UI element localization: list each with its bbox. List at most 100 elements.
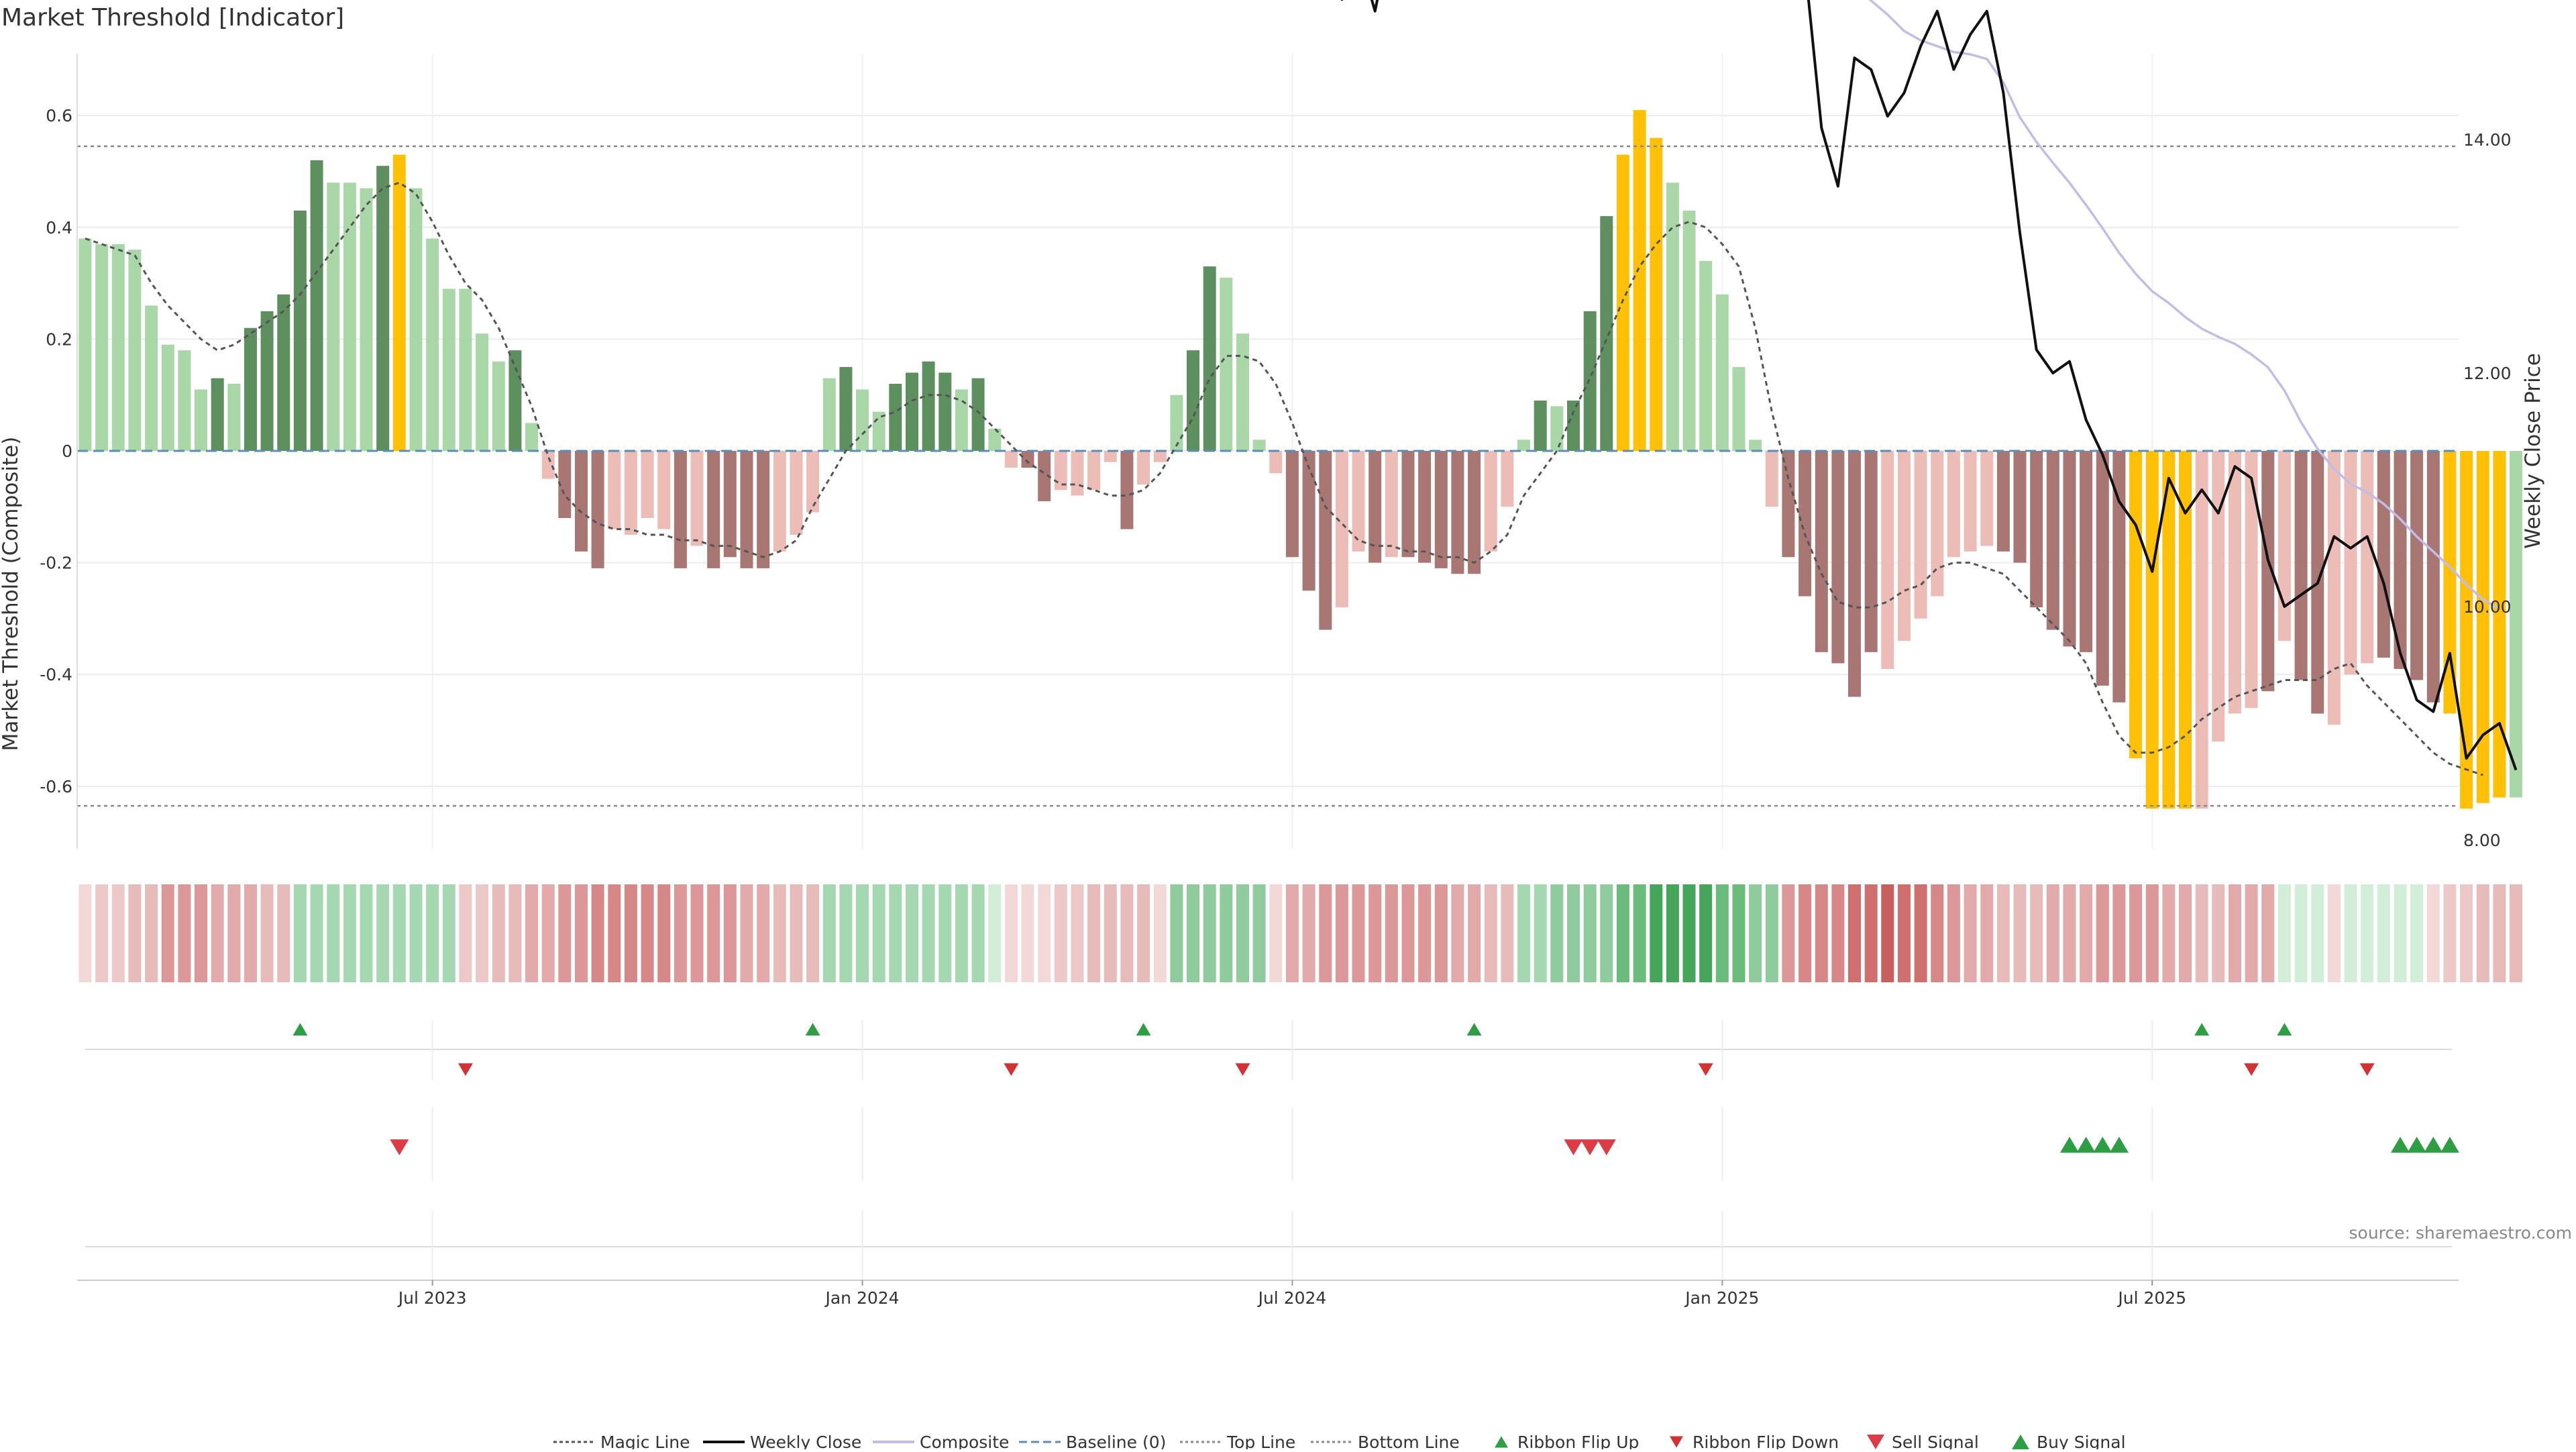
ribbon-cell: [178, 884, 191, 982]
composite-bar: [392, 154, 406, 451]
ribbon-cell: [1964, 884, 1977, 982]
composite-bar: [1616, 154, 1629, 451]
ribbon-cell: [2195, 884, 2208, 982]
composite-bar: [1864, 451, 1878, 652]
composite-bar: [1418, 451, 1432, 563]
ribbon-flip-down-marker: [2244, 1063, 2259, 1076]
ribbon-cell: [1567, 884, 1580, 982]
composite-bar: [575, 451, 588, 552]
legend-swatch: [1495, 1436, 1508, 1448]
ribbon-cell: [1947, 884, 1960, 982]
ribbon-cell: [442, 884, 455, 982]
ribbon-flip-up-marker: [805, 1023, 820, 1036]
ribbon-cell: [1534, 884, 1547, 982]
ribbon-cell: [2112, 884, 2126, 982]
ribbon-cell: [1087, 884, 1101, 982]
ribbon-cell: [2179, 884, 2192, 982]
composite-bar: [1749, 439, 1762, 451]
ribbon-cell: [2080, 884, 2093, 982]
composite-bar: [195, 389, 207, 451]
legend-label: Bottom Line: [1358, 1433, 1460, 1449]
composite-bar: [773, 451, 786, 552]
composite-bar: [740, 451, 753, 568]
ribbon-cell: [1633, 884, 1646, 982]
chart-title: Market Threshold [Indicator]: [1, 4, 344, 32]
ribbon-cell: [2013, 884, 2027, 982]
ribbon-cell: [1682, 884, 1696, 982]
y2-tick-label: 14.00: [2463, 130, 2512, 150]
ribbon-cell: [1831, 884, 1845, 982]
legend-swatch: [1670, 1436, 1683, 1448]
ribbon-cell: [1517, 884, 1530, 982]
ribbon-cell: [1236, 884, 1249, 982]
composite-bar: [1319, 451, 1332, 630]
ribbon-cell: [1401, 884, 1415, 982]
ribbon-cell: [889, 884, 902, 982]
ribbon-cell: [1732, 884, 1746, 982]
ribbon-cell: [922, 884, 935, 982]
composite-bar: [525, 423, 538, 451]
composite-bar: [343, 183, 356, 451]
ribbon-flip-down-marker: [1235, 1063, 1250, 1076]
composite-bar: [227, 384, 241, 451]
composite-bar: [2129, 451, 2143, 759]
composite-bar: [409, 188, 423, 451]
ribbon-cell: [2361, 884, 2374, 982]
composite-bar: [988, 428, 1002, 451]
ribbon-cell: [1434, 884, 1448, 982]
composite-bar: [1799, 451, 1812, 597]
ribbon-cell: [1252, 884, 1266, 982]
composite-bar: [2212, 451, 2225, 742]
ribbon-cell: [1914, 884, 1927, 982]
ribbon-cell: [2294, 884, 2308, 982]
ribbon-cell: [1269, 884, 1283, 982]
ribbon-cell: [2046, 884, 2059, 982]
composite-bar: [2030, 451, 2043, 608]
ribbon-cell: [1765, 884, 1778, 982]
composite-bar: [839, 367, 853, 451]
buy-signal-marker: [2391, 1137, 2410, 1153]
ribbon-cell: [2129, 884, 2143, 982]
composite-bar: [128, 250, 142, 451]
ribbon-cell: [938, 884, 952, 982]
composite-bar: [2195, 451, 2208, 809]
ribbon-cell: [2096, 884, 2109, 982]
ribbon-cell: [1600, 884, 1613, 982]
composite-bar: [757, 451, 770, 568]
ribbon-cell: [1583, 884, 1597, 982]
x-tick-label: Jul 2023: [397, 1288, 467, 1308]
composite-bar: [1385, 451, 1398, 558]
ribbon-cell: [1220, 884, 1233, 982]
signal-panel: [85, 1020, 2459, 1280]
ribbon-cell: [508, 884, 522, 982]
ribbon-cell: [2344, 884, 2357, 982]
source-note: source: sharemaestro.com: [2349, 1223, 2573, 1243]
composite-bar: [1996, 451, 2010, 552]
ribbon-cell: [955, 884, 968, 982]
composite-bar: [1054, 451, 1067, 490]
buy-signal-marker: [2440, 1137, 2459, 1153]
ribbon-cell: [707, 884, 720, 982]
composite-bar: [1501, 451, 1514, 507]
ribbon-cell: [1616, 884, 1629, 982]
x-tick-label: Jan 2025: [1684, 1288, 1759, 1308]
composite-bar: [2179, 451, 2192, 809]
composite-bar: [558, 451, 572, 518]
ribbon-cell: [145, 884, 158, 982]
composite-bar: [2096, 451, 2109, 686]
composite-bar: [442, 289, 455, 451]
ribbon-cell: [2212, 884, 2225, 982]
composite-bar: [360, 188, 373, 451]
ribbon-cell: [95, 884, 109, 982]
composite-bar: [624, 451, 637, 535]
ribbon-cell: [1799, 884, 1812, 982]
ribbon-cell: [2311, 884, 2324, 982]
ribbon-cell: [1931, 884, 1944, 982]
ribbon-cell: [2327, 884, 2341, 982]
composite-bar: [1931, 451, 1944, 597]
composite-bar: [2327, 451, 2341, 725]
ribbon-cell: [2277, 884, 2291, 982]
composite-bar: [1302, 451, 1316, 591]
composite-bar: [889, 384, 902, 451]
ribbon-cell: [2493, 884, 2506, 982]
